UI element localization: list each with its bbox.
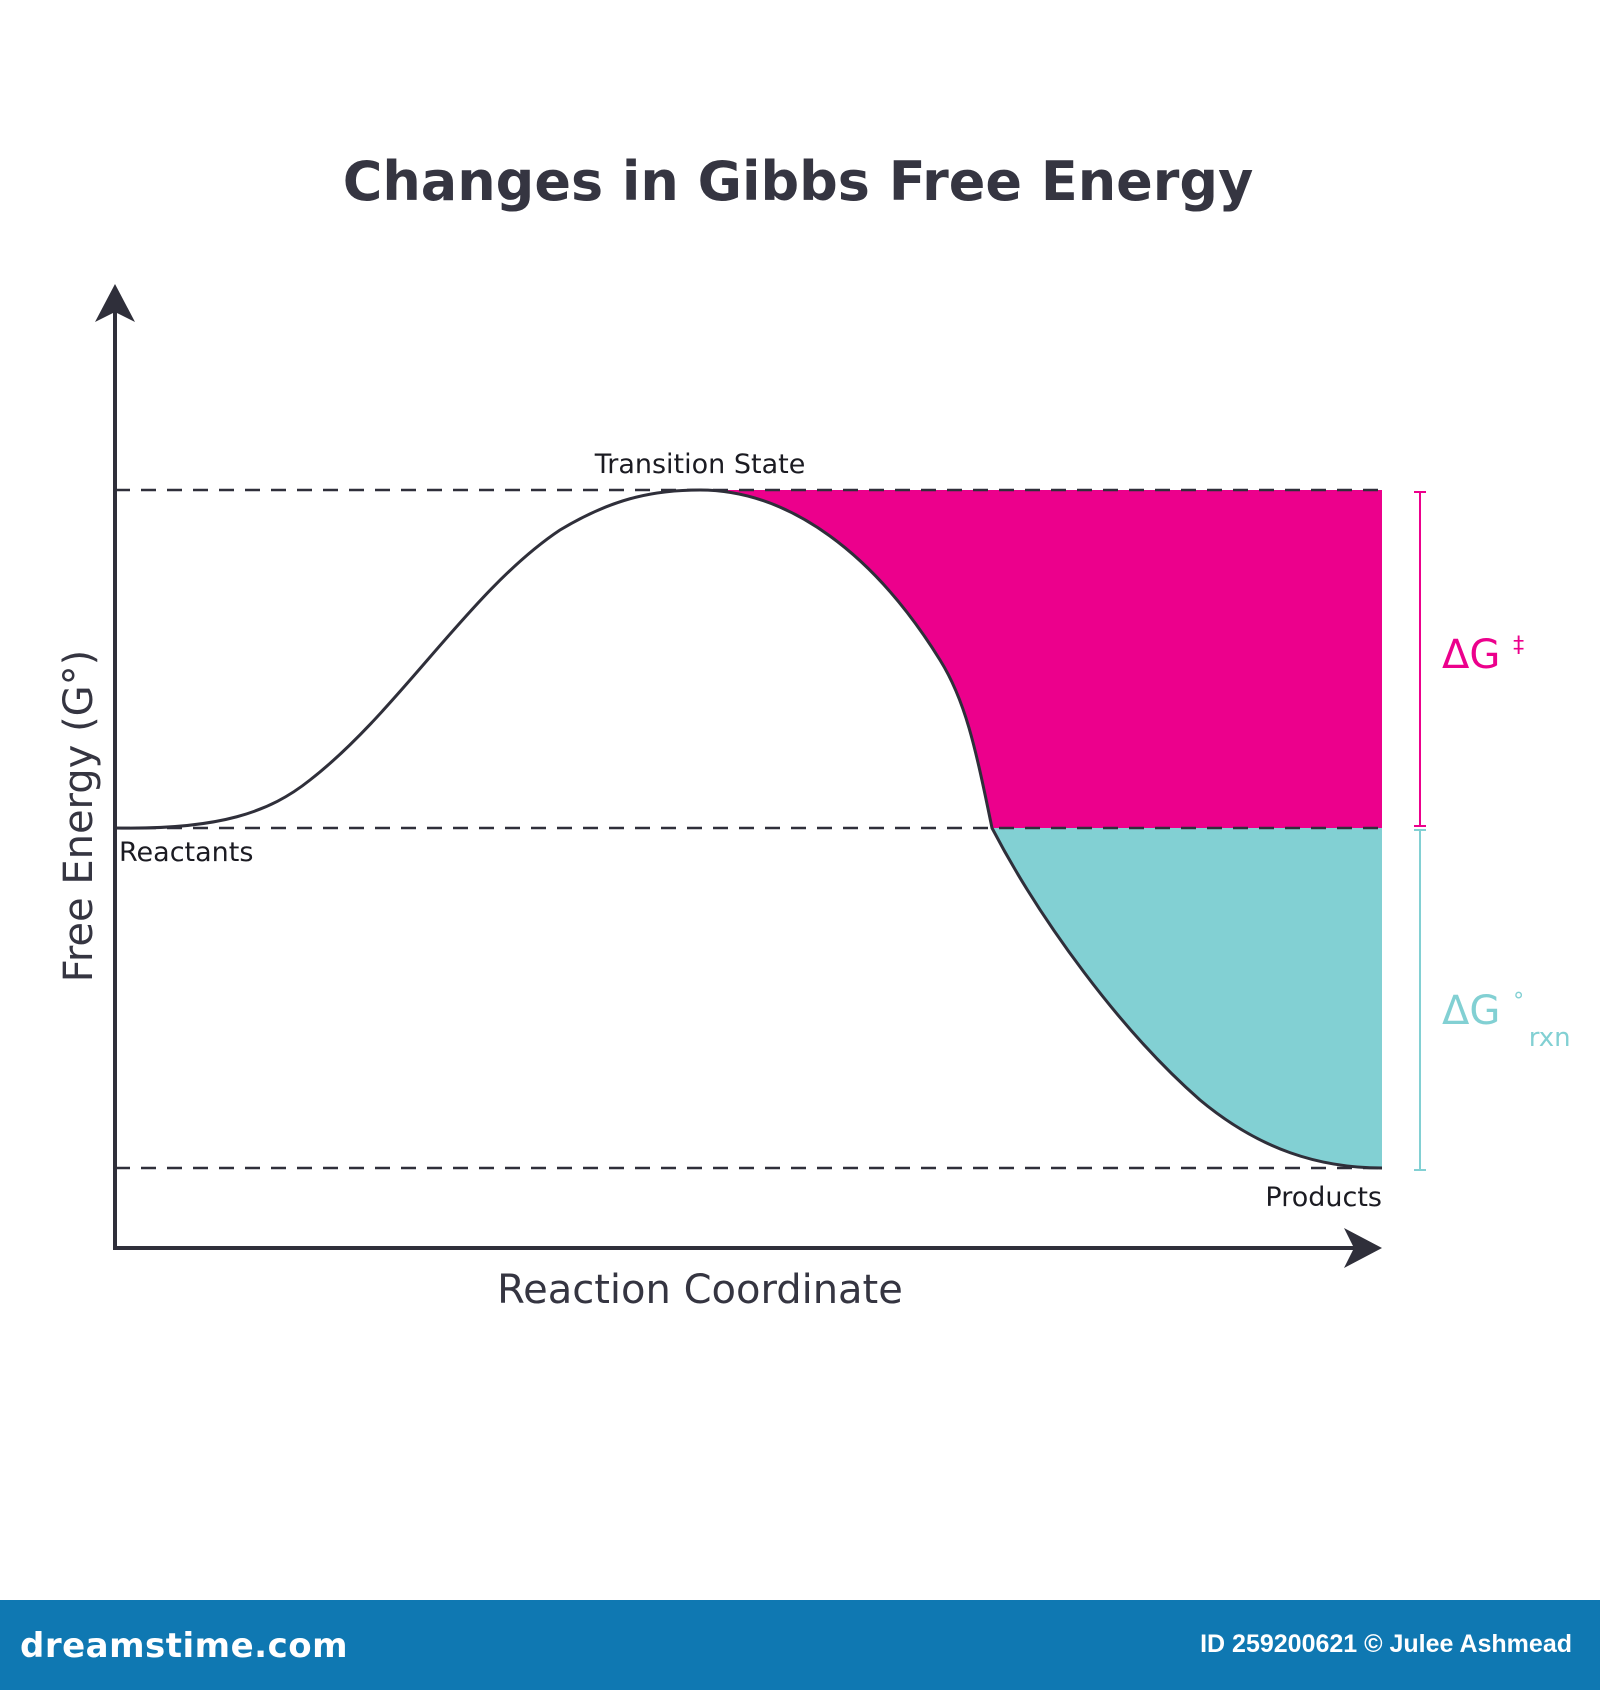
x-axis-arrow-icon: [1344, 1228, 1382, 1268]
reaction-energy-label: ΔG ° rxn: [1442, 972, 1571, 1053]
reaction-energy-region: [992, 828, 1382, 1168]
dreamstime-logo: dreamstime.com: [20, 1626, 349, 1666]
activation-energy-bracket: [1414, 491, 1426, 827]
reaction-degree-sign: °: [1513, 989, 1524, 1014]
products-label: Products: [1265, 1182, 1382, 1213]
activation-energy-label: ΔG ‡: [1442, 632, 1524, 678]
author-credit: © Julee Ashmead: [1364, 1630, 1572, 1658]
image-id: ID 259200621: [1200, 1630, 1365, 1658]
image-credit: ID 259200621 © Julee Ashmead: [1200, 1630, 1572, 1659]
x-axis-label: Reaction Coordinate: [497, 1267, 903, 1313]
reaction-rxn-subscript: rxn: [1529, 1023, 1571, 1053]
reactants-label: Reactants: [119, 837, 253, 868]
energy-curve: [114, 488, 1383, 1170]
activation-delta-g: ΔG: [1442, 632, 1500, 678]
watermark-footer: dreamstime.com ID 259200621 © Julee Ashm…: [0, 1600, 1600, 1690]
diagram-title: Changes in Gibbs Free Energy: [343, 150, 1254, 213]
y-axis-label: Free Energy (G°): [56, 650, 102, 983]
y-axis-arrow-icon: [95, 284, 135, 322]
activation-energy-region: [700, 490, 1382, 828]
reaction-delta-g: ΔG: [1442, 988, 1500, 1034]
transition-state-label: Transition State: [594, 449, 806, 480]
activation-double-dagger: ‡: [1513, 633, 1524, 658]
reaction-energy-bracket: [1414, 829, 1426, 1171]
